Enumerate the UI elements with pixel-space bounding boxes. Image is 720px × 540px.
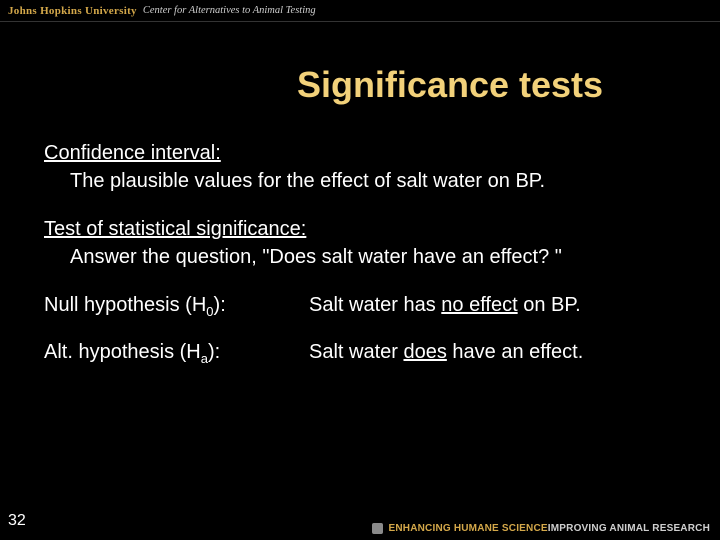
alt-value-underline: does: [403, 341, 446, 363]
alt-label-pre: Alt. hypothesis (H: [44, 341, 201, 363]
ci-heading: Confidence interval:: [44, 140, 676, 166]
null-label-pre: Null hypothesis (H: [44, 294, 206, 316]
null-hypothesis-row: Null hypothesis (H0): Salt water has no …: [44, 292, 676, 321]
ci-body: The plausible values for the effect of s…: [44, 168, 676, 194]
alt-value-pre: Salt water: [309, 341, 403, 363]
hypotheses-table: Null hypothesis (H0): Salt water has no …: [44, 292, 676, 368]
alt-label: Alt. hypothesis (Ha):: [44, 339, 309, 368]
alt-value: Salt water does have an effect.: [309, 339, 676, 368]
null-label-sub: 0: [206, 304, 213, 319]
null-label-post: ):: [214, 294, 226, 316]
footer-logo-icon: [372, 523, 383, 534]
null-value-pre: Salt water has: [309, 294, 441, 316]
page-number: 32: [8, 512, 26, 530]
null-value-underline: no effect: [441, 294, 517, 316]
null-value-post: on BP.: [518, 294, 581, 316]
slide-title: Significance tests: [180, 64, 720, 106]
slide-content: Confidence interval: The plausible value…: [0, 106, 720, 368]
header-org: Johns Hopkins University: [8, 5, 137, 17]
null-value: Salt water has no effect on BP.: [309, 292, 676, 321]
footer-brand-a: ENHANCING HUMANE SCIENCE: [389, 523, 548, 534]
header-bar: Johns Hopkins University Center for Alte…: [0, 0, 720, 22]
alt-value-post: have an effect.: [447, 341, 583, 363]
sig-heading: Test of statistical significance:: [44, 216, 676, 242]
sig-body: Answer the question, "Does salt water ha…: [44, 244, 676, 270]
footer-brand: ENHANCING HUMANE SCIENCEIMPROVING ANIMAL…: [372, 523, 710, 534]
header-center: Center for Alternatives to Animal Testin…: [143, 5, 316, 16]
alt-label-sub: a: [201, 351, 208, 366]
footer-brand-b: IMPROVING ANIMAL RESEARCH: [548, 523, 710, 534]
alt-label-post: ):: [208, 341, 220, 363]
null-label: Null hypothesis (H0):: [44, 292, 309, 321]
alt-hypothesis-row: Alt. hypothesis (Ha): Salt water does ha…: [44, 339, 676, 368]
